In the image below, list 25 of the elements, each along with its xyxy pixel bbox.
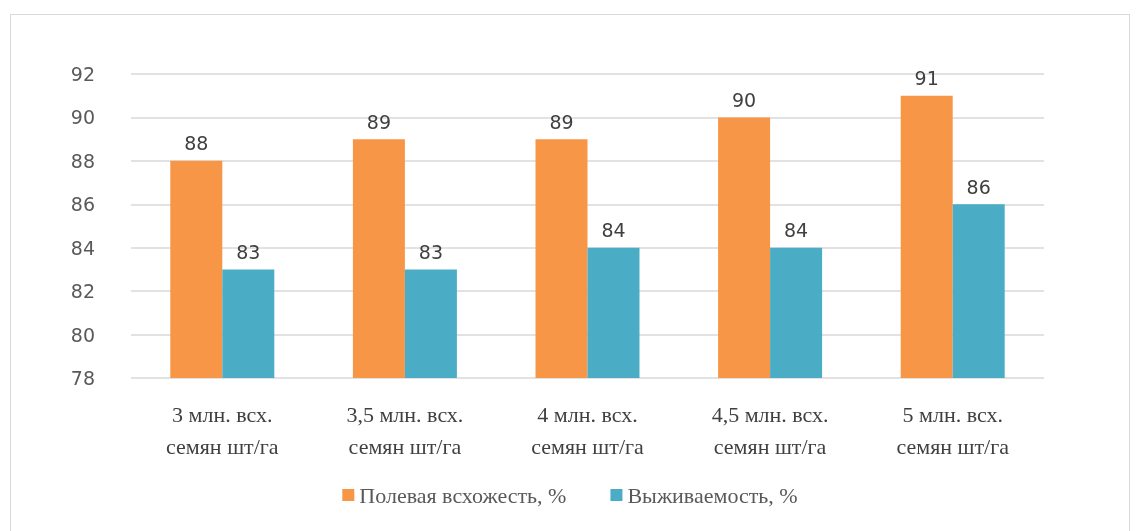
x-tick-label: 4,5 млн. всх. семян шт/га [711,401,829,459]
y-tick-label: 90 [70,106,95,129]
data-label: 88 [184,132,209,155]
x-tick-label: 5 млн. всх. семян шт/га [896,401,1010,459]
data-label: 84 [784,219,809,242]
legend-label: Выживаемость, % [627,482,798,508]
data-label: 89 [366,110,391,133]
y-tick-label: 92 [70,63,95,85]
data-label: 83 [236,240,261,263]
legend-label: Полевая всхожесть, % [359,482,567,508]
x-tick-label: 3,5 млн. всх. семян шт/га [346,401,464,459]
data-label: 90 [732,88,757,111]
data-label: 86 [966,175,991,198]
data-label: 83 [418,240,443,263]
y-tick-label: 82 [70,280,95,303]
y-tick-label: 86 [70,193,95,216]
data-label: 91 [914,67,939,90]
data-label: 89 [549,110,574,133]
x-tick-label: 4 млн. всх. семян шт/га [531,401,645,459]
y-tick-label: 78 [70,367,95,389]
y-tick-label: 80 [70,323,95,346]
y-tick-label: 88 [70,149,95,172]
x-tick-label: 3 млн. всх. семян шт/га [166,401,279,459]
y-tick-label: 84 [70,236,95,259]
data-label: 84 [601,219,626,242]
